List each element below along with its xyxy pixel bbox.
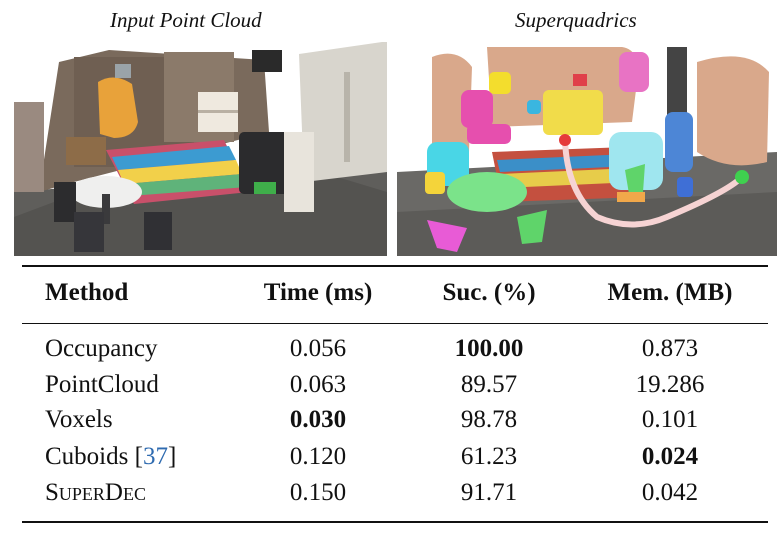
input-point-cloud-caption: Input Point Cloud	[110, 8, 262, 32]
header-method: Method	[45, 279, 129, 306]
row-occupancy-success: 100.00	[454, 335, 524, 362]
row-pointcloud-time: 0.063	[289, 371, 347, 398]
row-voxels-method: Voxels	[45, 406, 113, 433]
row-occupancy-memory: 0.873	[641, 335, 699, 362]
row-voxels-success: 98.78	[460, 406, 518, 433]
row-voxels-time: 0.030	[289, 406, 347, 433]
row-superdec-method: SuperDec	[45, 479, 146, 506]
superquadrics-caption: Superquadrics	[515, 8, 637, 32]
row-pointcloud-memory: 19.286	[635, 371, 705, 398]
row-pointcloud-method: PointCloud	[45, 371, 159, 398]
row-voxels-memory: 0.101	[641, 406, 699, 433]
row-superdec-time: 0.150	[289, 479, 347, 506]
row-occupancy-method: Occupancy	[45, 335, 158, 362]
table-bottom-rule	[22, 521, 768, 523]
citation-link[interactable]: 37	[142, 443, 168, 470]
table-top-rule	[22, 265, 768, 267]
row-superdec-memory: 0.042	[641, 479, 699, 506]
row-cuboids-method-cell: Cuboids [37]	[45, 443, 177, 470]
row-pointcloud-success: 89.57	[460, 371, 518, 398]
table-header-rule	[22, 323, 768, 324]
header-time: Time (ms)	[263, 279, 373, 306]
header-success: Suc. (%)	[442, 279, 536, 306]
row-occupancy-time: 0.056	[289, 335, 347, 362]
row-cuboids-method: Cuboids	[45, 443, 129, 470]
row-cuboids-memory: 0.024	[641, 443, 699, 470]
row-cuboids-success: 61.23	[460, 443, 518, 470]
row-superdec-success: 91.71	[460, 479, 518, 506]
input-point-cloud-image	[14, 42, 387, 256]
row-cuboids-time: 0.120	[289, 443, 347, 470]
header-memory: Mem. (MB)	[607, 279, 733, 306]
superquadrics-image	[397, 42, 777, 256]
